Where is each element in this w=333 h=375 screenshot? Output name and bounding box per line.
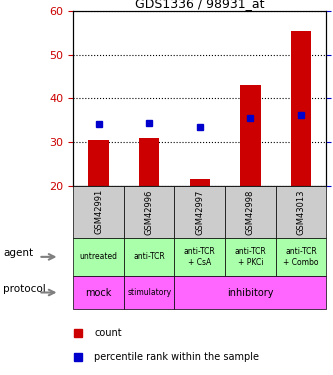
Bar (291, 31, 311, 186)
Text: count: count (94, 328, 122, 339)
Text: untreated: untreated (80, 252, 118, 261)
Text: GSM42997: GSM42997 (195, 189, 204, 235)
Text: GSM43013: GSM43013 (296, 189, 306, 235)
Bar (139, 138, 159, 186)
Text: GSM42998: GSM42998 (246, 189, 255, 235)
Bar (190, 179, 210, 186)
Bar (89, 140, 109, 186)
Text: protocol: protocol (3, 284, 46, 294)
Text: inhibitory: inhibitory (227, 288, 274, 297)
Text: agent: agent (3, 248, 34, 258)
Text: anti-TCR
+ Combo: anti-TCR + Combo (283, 247, 319, 267)
Text: mock: mock (85, 288, 112, 297)
Text: GSM42996: GSM42996 (145, 189, 154, 235)
Text: anti-TCR
+ CsA: anti-TCR + CsA (184, 247, 216, 267)
Text: GSM42991: GSM42991 (94, 189, 103, 234)
Text: anti-TCR: anti-TCR (133, 252, 165, 261)
Bar (240, 86, 260, 186)
Title: GDS1336 / 98931_at: GDS1336 / 98931_at (135, 0, 264, 10)
Text: anti-TCR
+ PKCi: anti-TCR + PKCi (234, 247, 266, 267)
Text: stimulatory: stimulatory (127, 288, 171, 297)
Text: percentile rank within the sample: percentile rank within the sample (94, 351, 259, 361)
